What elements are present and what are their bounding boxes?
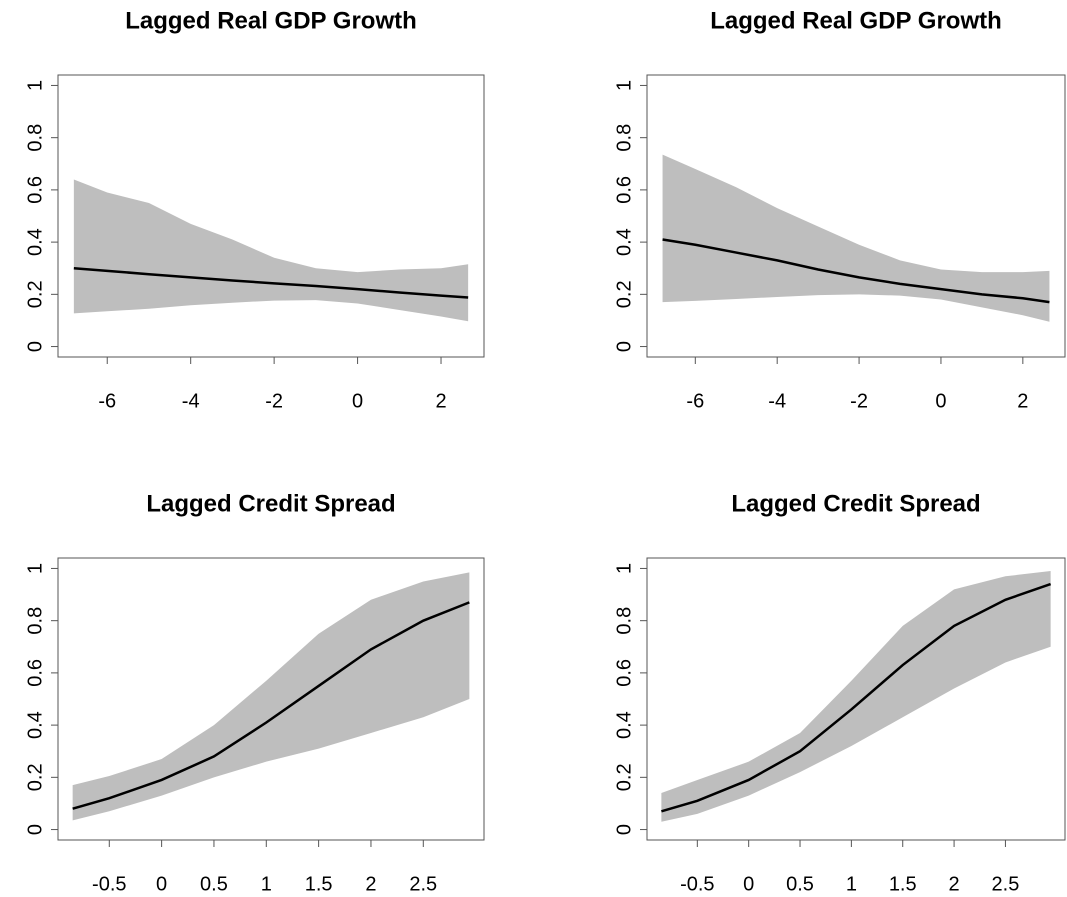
- x-tick-label: 1: [261, 873, 272, 895]
- confidence-band: [662, 154, 1050, 322]
- y-tick-label: 0.8: [24, 124, 46, 152]
- x-tick-label: 2: [435, 390, 446, 412]
- y-tick-label: 0.8: [613, 607, 635, 635]
- y-tick-label: 0.2: [24, 763, 46, 791]
- x-tick-label: 1: [846, 873, 857, 895]
- x-tick-label: 2: [949, 873, 960, 895]
- confidence-band: [73, 179, 469, 322]
- y-tick-label: 0.2: [613, 280, 635, 308]
- y-tick-label: 0: [613, 824, 635, 835]
- y-tick-label: 0.8: [613, 124, 635, 152]
- x-tick-label: 2.5: [992, 873, 1020, 895]
- line: [661, 582, 1052, 813]
- y-tick-label: 0.8: [24, 607, 46, 635]
- y-tick-label: 0.2: [24, 280, 46, 308]
- y-tick-label: 0.4: [613, 711, 635, 739]
- y-tick-label: 1: [24, 80, 46, 91]
- x-tick-label: 2: [1017, 390, 1028, 412]
- confidence-band: [72, 572, 470, 821]
- x-tick-label: 0.5: [200, 873, 228, 895]
- chart-title: Lagged Credit Spread: [731, 490, 980, 517]
- y-tick-label: 1: [24, 563, 46, 574]
- y-tick-label: 1: [613, 563, 635, 574]
- chart-title: Lagged Real GDP Growth: [710, 7, 1002, 34]
- y-tick-label: 0.2: [613, 763, 635, 791]
- x-tick-label: 0: [743, 873, 754, 895]
- x-tick-label: 2: [365, 873, 376, 895]
- y-tick-label: 0.4: [24, 228, 46, 256]
- line: [73, 266, 469, 299]
- x-tick-label: -0.5: [680, 873, 714, 895]
- x-tick-label: -4: [182, 390, 200, 412]
- x-tick-label: 0.5: [786, 873, 814, 895]
- x-tick-label: -2: [850, 390, 868, 412]
- y-tick-label: 0: [24, 824, 46, 835]
- x-tick-label: 1.5: [305, 873, 333, 895]
- line: [662, 238, 1050, 304]
- chart-title: Lagged Real GDP Growth: [125, 7, 417, 34]
- x-tick-label: 0: [352, 390, 363, 412]
- x-tick-label: 2.5: [409, 873, 437, 895]
- y-tick-label: 0: [613, 341, 635, 352]
- y-tick-label: 0: [24, 341, 46, 352]
- x-tick-label: -6: [98, 390, 116, 412]
- y-tick-label: 1: [613, 80, 635, 91]
- x-tick-label: -6: [686, 390, 704, 412]
- y-tick-label: 0.4: [24, 711, 46, 739]
- x-tick-label: -2: [265, 390, 283, 412]
- y-tick-label: 0.6: [24, 176, 46, 204]
- y-tick-label: 0.6: [24, 659, 46, 687]
- x-tick-label: 1.5: [889, 873, 917, 895]
- x-tick-label: -0.5: [92, 873, 126, 895]
- x-tick-label: 0: [935, 390, 946, 412]
- line: [72, 601, 470, 810]
- x-tick-label: -4: [768, 390, 786, 412]
- chart-title: Lagged Credit Spread: [146, 490, 395, 517]
- y-tick-label: 0.4: [613, 228, 635, 256]
- y-tick-label: 0.6: [613, 659, 635, 687]
- x-tick-label: 0: [156, 873, 167, 895]
- confidence-band: [661, 571, 1051, 822]
- y-tick-label: 0.6: [613, 176, 635, 204]
